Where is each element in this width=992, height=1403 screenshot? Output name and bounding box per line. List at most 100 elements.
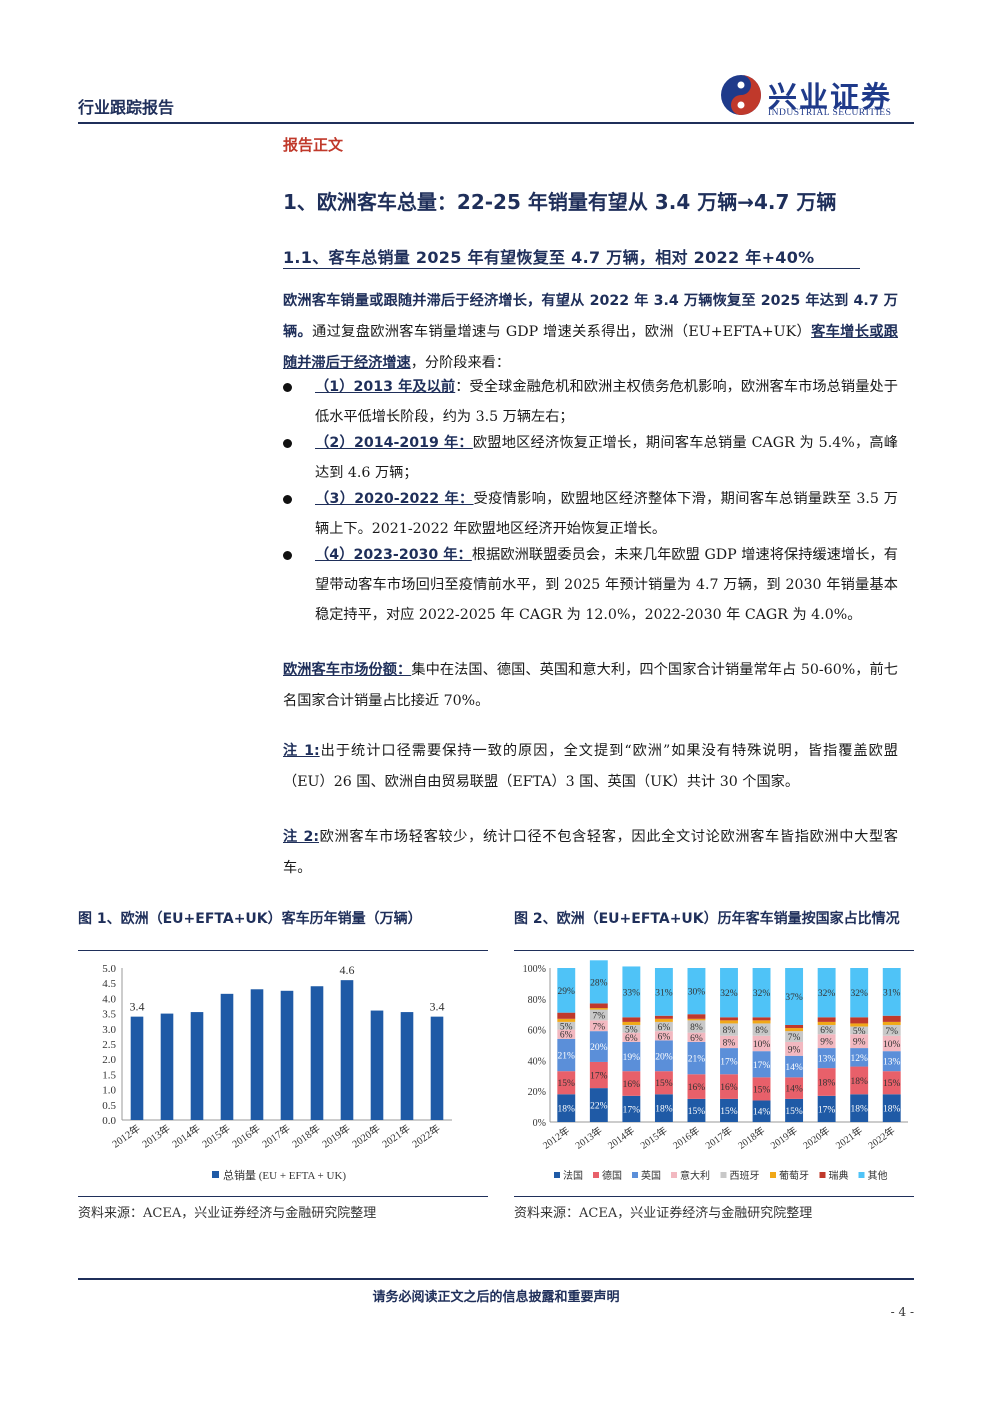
segment-data-label: 30% [688,988,706,998]
segment-data-label: 14% [785,1085,803,1095]
stack-segment [882,968,901,1016]
share-paragraph: 欧洲客车市场份额：集中在法国、德国、英国和意大利，四个国家合计销量常年占 50-… [283,655,898,717]
stack-segment [557,1012,576,1019]
stack-segment [785,1055,804,1078]
segment-data-label: 6% [625,1034,638,1044]
legend-swatch [720,1172,727,1178]
segment-data-label: 15% [558,1079,576,1089]
segment-data-label: 18% [655,1105,673,1115]
stack-segment [557,1029,576,1039]
segment-data-label: 20% [655,1052,673,1062]
bar [400,1012,414,1120]
bar [430,1016,444,1120]
heading-2: 1.1、客车总销量 2025 年有望恢复至 4.7 万辆，相对 2022 年+4… [283,248,815,267]
x-tick-label: 2020年 [800,1124,832,1152]
report-type: 行业跟踪报告 [78,98,175,117]
stack-segment [785,1031,804,1042]
segment-data-label: 32% [818,989,836,999]
stack-segment [752,1035,771,1052]
segment-data-label: 32% [753,989,771,999]
stack-segment [622,1041,641,1072]
stack-segment [850,1094,869,1122]
segment-data-label: 7% [885,1027,898,1037]
fig1-title: 图 1、欧洲（EU+EFTA+UK）客车历年销量（万辆） [78,911,422,927]
stack-segment [817,1034,836,1049]
segment-data-label: 7% [788,1033,801,1043]
segment-data-label: 32% [850,989,868,999]
x-tick-label: 2022年 [865,1124,897,1152]
bar [160,1013,174,1120]
logo-text-cn: 兴业证券 [768,80,893,114]
x-tick-label: 2014年 [169,1122,202,1151]
segment-data-label: 7% [592,1022,605,1032]
y-tick-label: 5.0 [102,963,116,975]
page-number: - 4 - [890,1305,914,1319]
share-label: 欧洲客车市场份额： [283,662,412,678]
stack-segment [557,968,576,1013]
bullet-3: （3）2020-2022 年：受疫情影响，欧盟地区经济整体下滑，期间客车总销量跌… [283,484,898,544]
segment-data-label: 16% [623,1080,641,1090]
bullet-3-label: （3）2020-2022 年： [315,491,474,507]
heading-1: 1、欧洲客车总量：22-25 年销量有望从 3.4 万辆→4.7 万辆 [283,190,837,214]
stack-segment [720,1074,738,1099]
segment-data-label: 6% [820,1026,833,1036]
y-tick-label: 3.0 [102,1024,116,1036]
fig2-bottom-line [514,1196,914,1197]
stack-segment [687,1018,706,1021]
stack-segment [752,1051,771,1078]
stack-segment [850,1048,869,1067]
segment-data-label: 15% [688,1107,706,1117]
y-tick-label: 100% [523,964,546,975]
stack-segment [589,1020,608,1032]
segment-data-label: 15% [753,1085,771,1095]
stack-segment [752,1077,771,1101]
segment-data-label: 13% [818,1055,836,1065]
stack-segment [817,1024,836,1035]
stack-segment [817,1048,836,1069]
stack-segment [817,1021,836,1025]
legend-swatch [632,1172,638,1178]
bullet-dot-icon [283,383,292,392]
stack-segment [687,1032,706,1042]
bullet-dot-icon [283,495,292,504]
stack-segment [720,1035,738,1049]
x-tick-label: 2018年 [289,1122,322,1151]
stack-segment [720,1048,738,1075]
segment-data-label: 15% [720,1107,738,1117]
bar-data-label: 3.4 [130,1000,145,1014]
segment-data-label: 9% [788,1045,801,1055]
x-tick-label: 2021年 [379,1122,412,1151]
y-tick-label: 80% [528,995,546,1006]
stack-segment [654,1071,673,1095]
stack-segment [589,1008,608,1010]
segment-data-label: 6% [658,1032,671,1042]
fig2-stacked-chart: 0%20%40%60%80%100%18%15%21%6%5%29%2012年2… [523,960,908,1182]
y-tick-label: 0.5 [102,1100,116,1112]
stack-segment [589,1009,608,1021]
stack-segment [720,1017,738,1021]
stack-segment [687,1098,706,1122]
segment-data-label: 15% [785,1107,803,1117]
stack-segment [752,1020,771,1024]
segment-data-label: 6% [690,1034,703,1044]
stack-segment [817,1068,836,1096]
segment-data-label: 31% [883,988,901,998]
stack-segment [785,968,804,1025]
stack-segment [785,1041,804,1056]
company-logo: 兴业证券 INDUSTRIAL SECURITIES [720,74,915,120]
y-tick-label: 0% [533,1118,546,1129]
bar [340,980,354,1120]
stack-segment [622,1024,641,1033]
bullet-2-label: （2）2014-2019 年： [315,435,473,451]
header-divider [78,122,914,124]
segment-data-label: 8% [723,1026,736,1036]
stack-segment [589,1061,608,1089]
stack-segment [882,1024,901,1036]
y-tick-label: 3.5 [102,1009,116,1021]
bullet-1-text: ：受全球金融危机和欧洲主权债务危机影响，欧洲客车市场总销量处于低水平低增长阶段，… [315,379,898,425]
segment-data-label: 6% [658,1023,671,1033]
stack-segment [589,1088,608,1122]
segment-data-label: 8% [690,1023,703,1033]
y-tick-label: 20% [528,1087,546,1098]
heading-2-underline [283,268,860,269]
